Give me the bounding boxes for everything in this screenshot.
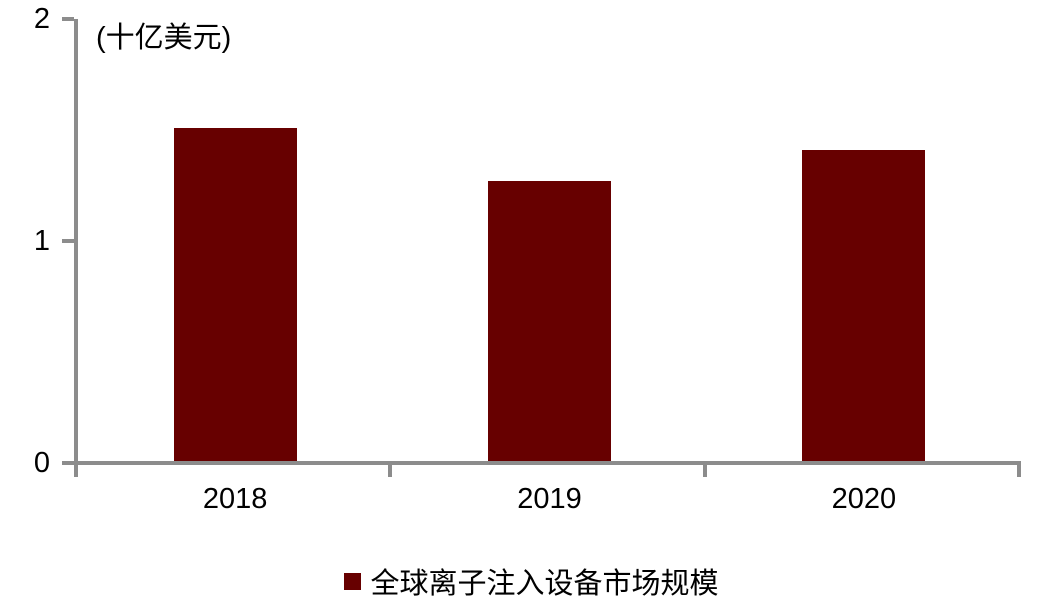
bar-2020 — [802, 149, 926, 461]
x-axis-tick — [1017, 465, 1021, 477]
y-axis-unit-label: (十亿美元) — [96, 22, 232, 54]
x-axis-tick — [702, 465, 707, 477]
x-category-label: 2020 — [831, 483, 897, 515]
bar-2018 — [173, 127, 297, 461]
x-axis-tick — [74, 465, 78, 477]
bar-2019 — [488, 181, 611, 461]
y-axis-tick — [62, 461, 74, 465]
x-category-label: 2019 — [517, 483, 582, 515]
x-axis-tick — [388, 465, 393, 477]
y-axis-tick — [62, 239, 74, 243]
legend: 全球离子注入设备市场规模 — [0, 560, 1063, 602]
y-tick-label: 2 — [33, 3, 50, 35]
legend-marker — [344, 572, 362, 590]
x-category-label: 2018 — [202, 483, 268, 515]
x-axis-line — [62, 461, 1021, 465]
legend-label: 全球离子注入设备市场规模 — [370, 568, 719, 600]
y-tick-label: 1 — [33, 225, 50, 257]
y-axis-tick — [62, 17, 74, 21]
y-tick-label: 0 — [33, 447, 50, 479]
y-axis-line — [74, 19, 78, 467]
